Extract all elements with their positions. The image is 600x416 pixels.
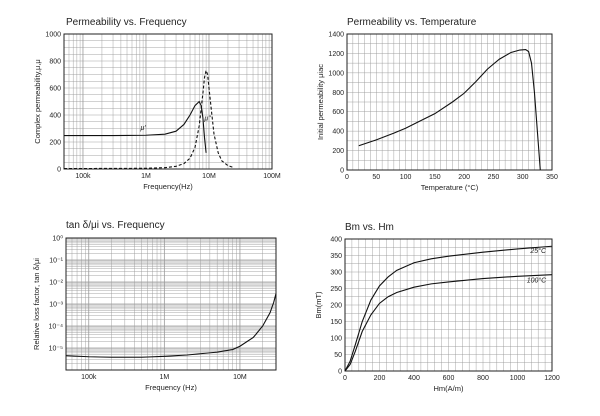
chart-bh: Bm vs. Hm 0 200 400 600 800 1000 1200 0 50 100 150 2… [314, 222, 560, 393]
x-tick-label: 0 [345, 174, 349, 181]
x-tick-label: 10M [233, 374, 247, 381]
x-tick-label: 100 [400, 174, 412, 181]
series-line [344, 245, 553, 372]
x-tick-label: 200 [374, 375, 386, 382]
y-tick-label: 10⁰ [52, 235, 63, 243]
y-tick-label: 10⁻³ [49, 302, 63, 309]
y-tick-label: 600 [49, 86, 61, 93]
chart-title: Permeability vs. Temperature [347, 17, 477, 28]
y-tick-label: 800 [49, 59, 61, 66]
plot-frame [65, 237, 277, 371]
x-tick-label: 10M [202, 173, 216, 180]
x-tick-label: 150 [429, 174, 441, 181]
y-tick-label: 250 [330, 286, 342, 293]
x-tick-label: 100k [75, 173, 91, 180]
y-tick-label: 0 [338, 369, 342, 376]
x-tick-label: 300 [517, 174, 529, 181]
y-tick-label: 800 [332, 90, 344, 97]
x-tick-label: 200 [458, 174, 470, 181]
y-tick-label: 0 [340, 168, 344, 175]
series-line [65, 293, 277, 358]
y-tick-label: 150 [330, 319, 342, 326]
chart-title: Permeability vs. Frequency [66, 17, 187, 28]
y-tick-label: 1400 [328, 32, 344, 39]
x-tick-label: 100M [263, 173, 281, 180]
series-line [64, 100, 207, 153]
grid [63, 33, 273, 170]
series-annotation: μ'' [203, 115, 211, 122]
y-axis-label: Initial permeability μiac [316, 64, 325, 140]
y-tick-label: 400 [49, 113, 61, 120]
x-tick-label: 1000 [510, 375, 526, 382]
chart-pt: Permeability vs. Temperature 0 50 100 150 200… [316, 17, 558, 192]
x-tick-label: 50 [372, 174, 380, 181]
series-line [344, 274, 553, 372]
y-axis-label: Bm(mT) [314, 291, 323, 319]
grid [346, 33, 553, 171]
plot-frame [344, 238, 553, 372]
y-axis-label: Relative loss factor, tan δ/μi [32, 258, 41, 350]
x-tick-label: 1M [141, 173, 151, 180]
series-annotation: 25°C [529, 247, 547, 255]
y-tick-label: 600 [332, 109, 344, 116]
x-tick-label: 1M [159, 374, 169, 381]
x-tick-label: 400 [408, 375, 420, 382]
y-tick-label: 300 [330, 270, 342, 277]
plot-frame [346, 33, 553, 171]
chart-title: Bm vs. Hm [345, 222, 394, 233]
x-tick-label: 350 [546, 174, 558, 181]
y-tick-label: 10⁻⁵ [49, 346, 63, 353]
y-tick-label: 10⁻⁴ [49, 324, 64, 331]
x-axis-label: Frequency (Hz) [145, 383, 197, 392]
chart-title: tan δ/μi vs. Frequency [66, 220, 165, 231]
y-axis-label: Complex permeability,μ,μ [33, 59, 42, 143]
x-axis-label: Hm(A/m) [434, 384, 464, 393]
grid [344, 238, 553, 372]
chart-tf: tan δ/μi vs. Frequency 100k 1M 10M 10⁰ 10⁻¹ 10… [32, 220, 277, 392]
x-axis-label: Temperature (°C) [421, 183, 479, 192]
y-tick-label: 1000 [45, 32, 61, 39]
y-tick-label: 400 [332, 129, 344, 136]
y-tick-label: 10⁻² [49, 280, 63, 287]
x-tick-label: 0 [343, 375, 347, 382]
y-tick-label: 50 [334, 352, 342, 359]
y-tick-label: 200 [330, 303, 342, 310]
x-tick-label: 1200 [544, 375, 560, 382]
grid [65, 238, 277, 371]
series-annotation: 100°C [527, 277, 547, 285]
y-tick-label: 100 [330, 336, 342, 343]
y-tick-label: 1000 [328, 70, 344, 77]
chart-pf: Permeability vs. Frequency 100k 1M 10M 100M 0… [33, 17, 281, 191]
plot-frame [63, 33, 273, 170]
y-tick-label: 0 [57, 167, 61, 174]
x-axis-label: Frequency(Hz) [143, 182, 193, 191]
y-tick-label: 200 [49, 140, 61, 147]
y-tick-label: 200 [332, 148, 344, 155]
x-tick-label: 250 [488, 174, 500, 181]
x-tick-label: 100k [81, 374, 97, 381]
y-tick-label: 10⁻¹ [49, 258, 63, 265]
series-annotation: μ' [140, 125, 147, 132]
x-tick-label: 600 [443, 375, 455, 382]
y-tick-label: 400 [330, 237, 342, 244]
x-tick-label: 800 [477, 375, 489, 382]
series-line [63, 68, 235, 170]
series-line [358, 48, 541, 171]
y-tick-label: 350 [330, 253, 342, 260]
y-tick-label: 1200 [328, 51, 344, 58]
